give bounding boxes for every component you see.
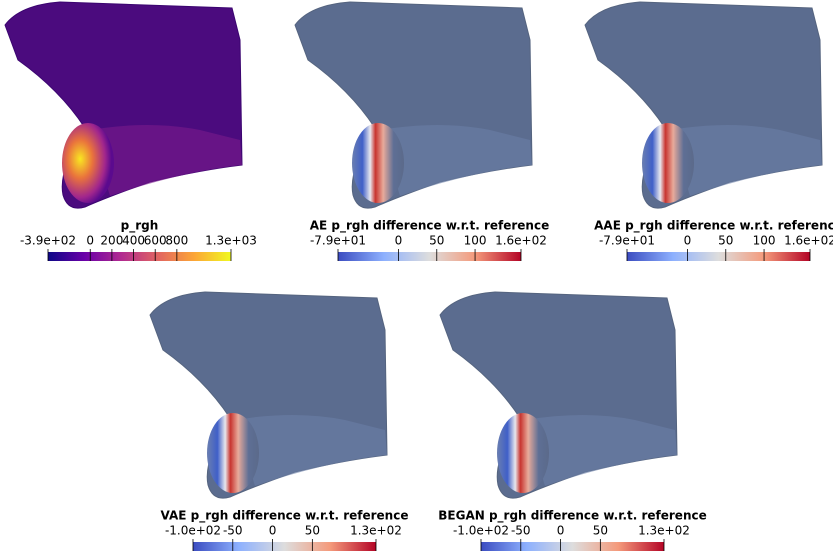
- panel-title: p_rgh: [121, 219, 159, 234]
- colorbar-tick-label: 600: [144, 234, 167, 248]
- panel-title: AE p_rgh difference w.r.t. reference: [310, 219, 549, 234]
- figure: p_rgh -3.9e+02 0 200400600800 1.3e+03 AE p_rg…: [0, 0, 833, 557]
- colorbar-tick-label: 0: [557, 524, 565, 538]
- colorbar-tick-label: 50: [718, 234, 733, 248]
- panel-title: BEGAN p_rgh difference w.r.t. reference: [438, 509, 707, 524]
- colorbar-tick-label: -3.9e+02: [20, 234, 76, 248]
- colorbar-tick-label: 100: [464, 234, 487, 248]
- colorbar: [481, 542, 664, 551]
- hub: [62, 123, 114, 203]
- colorbar-tick-label: 1.6e+02: [495, 234, 547, 248]
- colorbar-tick-label: 1.3e+02: [638, 524, 690, 538]
- colorbar-tick-label: 800: [165, 234, 188, 248]
- colorbar-tick-label: 0: [684, 234, 692, 248]
- render: [585, 2, 822, 208]
- colorbar-tick-label: 1.6e+02: [784, 234, 833, 248]
- colorbar-tick-label: 0: [86, 234, 94, 248]
- colorbar-tick-label: 100: [753, 234, 776, 248]
- colorbar-tick-label: -1.0e+02: [165, 524, 221, 538]
- colorbar-tick-label: 200: [100, 234, 123, 248]
- colorbar-tick-label: -50: [223, 524, 243, 538]
- colorbar-tick-label: 0: [395, 234, 403, 248]
- hub: [207, 413, 259, 493]
- render: [295, 2, 532, 208]
- colorbar: [338, 252, 521, 261]
- render: [440, 292, 677, 498]
- colorbar-tick-label: 400: [122, 234, 145, 248]
- render: [150, 292, 387, 498]
- colorbar-tick-label: 50: [305, 524, 320, 538]
- render: [5, 2, 242, 208]
- panel-title: AAE p_rgh difference w.r.t. reference: [594, 219, 833, 234]
- colorbar-tick-label: -50: [511, 524, 531, 538]
- colorbar: [193, 542, 376, 551]
- colorbar-tick-label: 1.3e+03: [205, 234, 257, 248]
- hub: [352, 123, 404, 203]
- colorbar-tick-label: 1.3e+02: [350, 524, 402, 538]
- colorbar-tick-label: -7.9e+01: [599, 234, 655, 248]
- colorbar-tick-label: 50: [429, 234, 444, 248]
- panel-title: VAE p_rgh difference w.r.t. reference: [161, 509, 409, 524]
- colorbar-tick-label: -1.0e+02: [453, 524, 509, 538]
- colorbar: [627, 252, 810, 261]
- hub: [642, 123, 694, 203]
- colorbar-tick-label: 0: [269, 524, 277, 538]
- hub: [497, 413, 549, 493]
- colorbar: [48, 252, 231, 261]
- colorbar-tick-label: -7.9e+01: [310, 234, 366, 248]
- colorbar-tick-label: 50: [593, 524, 608, 538]
